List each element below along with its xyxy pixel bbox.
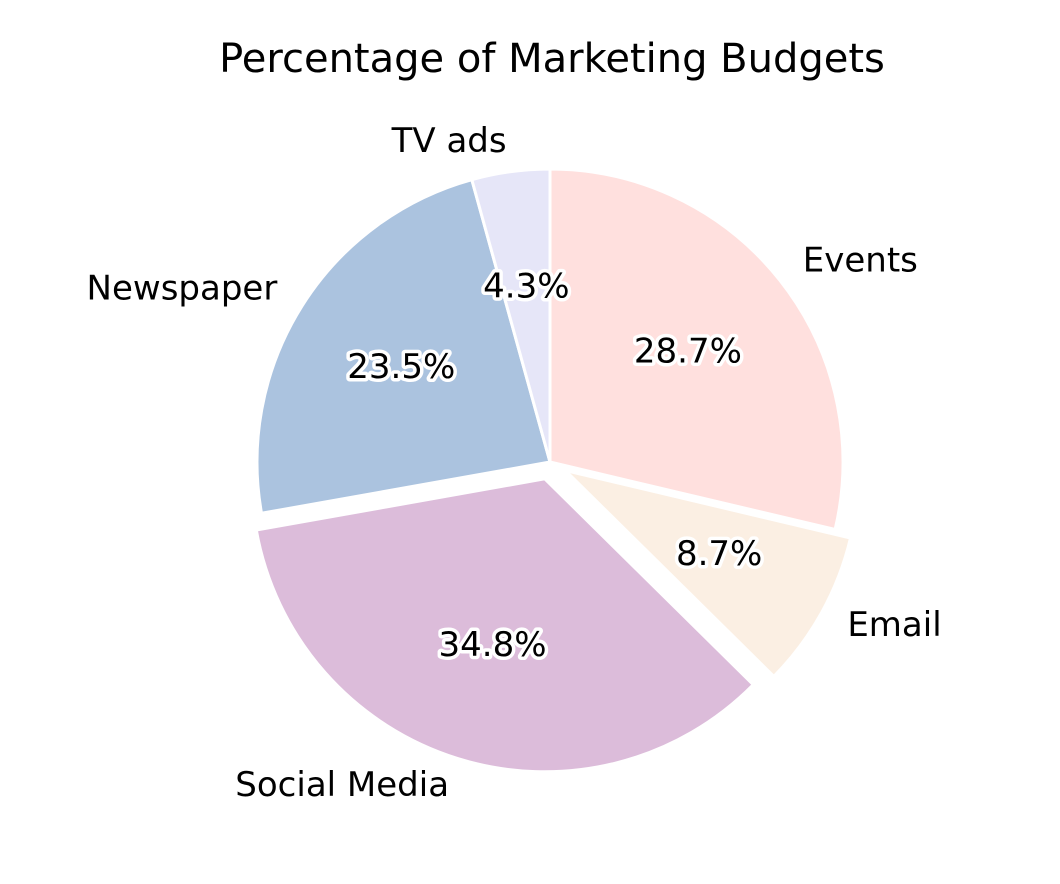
chart-title: Percentage of Marketing Budgets [219,36,885,82]
slice-label-events: Events [803,241,918,281]
slice-label-email: Email [847,605,941,645]
slice-percent-newspaper: 23.5% [347,347,455,387]
slice-percent-tv-ads: 4.3% [483,266,569,306]
pie-slices [256,169,850,772]
slice-label-tv-ads: TV ads [391,121,507,161]
slice-percent-events: 28.7% [634,331,742,371]
slice-label-social-media: Social Media [235,765,449,805]
slice-label-newspaper: Newspaper [87,269,278,309]
slice-percent-social-media: 34.8% [439,625,547,665]
slice-percent-email: 8.7% [676,534,762,574]
